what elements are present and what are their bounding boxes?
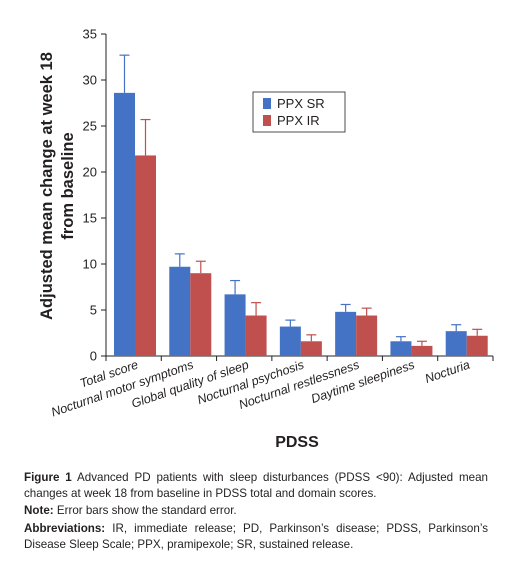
bar-ppx-ir [466, 335, 488, 356]
y-axis-title-line: from baseline [59, 132, 77, 239]
y-tick-label: 5 [90, 303, 97, 318]
y-tick-label: 25 [83, 119, 97, 134]
y-tick-label: 20 [83, 165, 97, 180]
bar-ppx-ir [300, 341, 322, 356]
bar-ppx-sr [169, 266, 191, 356]
bar-ppx-sr [445, 331, 467, 356]
y-tick-label: 0 [90, 349, 97, 364]
bar-ppx-ir [190, 273, 212, 356]
legend-swatch [263, 98, 271, 109]
x-category-label: Nocturia [423, 358, 472, 386]
y-tick-label: 30 [83, 73, 97, 88]
legend-swatch [263, 115, 271, 126]
figure-label: Figure 1 [24, 471, 72, 484]
note-text: Error bars show the standard error. [56, 504, 237, 517]
legend-label: PPX IR [277, 113, 320, 128]
y-axis-title-line: Adjusted mean change at week 18 [38, 52, 56, 320]
figure-note: Note: Error bars show the standard error… [24, 503, 488, 519]
bar-ppx-ir [135, 155, 156, 356]
bar-ppx-ir [356, 315, 378, 356]
abbreviations-text: IR, immediate release; PD, Parkinson’s d… [24, 522, 488, 551]
bar-ppx-sr [335, 311, 357, 356]
abbreviations-label: Abbreviations: [24, 522, 106, 535]
bar-ppx-ir [411, 345, 433, 356]
note-label: Note: [24, 504, 54, 517]
bar-ppx-ir [245, 315, 267, 356]
legend-label: PPX SR [277, 96, 325, 111]
bar-ppx-sr [390, 341, 412, 356]
y-tick-label: 15 [83, 211, 97, 226]
y-tick-label: 10 [83, 257, 97, 272]
x-axis-title: PDSS [275, 434, 319, 451]
figure-caption: Figure 1 Advanced PD patients with sleep… [24, 470, 488, 501]
bar-ppx-sr [279, 326, 301, 356]
y-tick-label: 35 [83, 27, 97, 42]
bar-ppx-sr [224, 294, 246, 356]
figure-caption-text: Advanced PD patients with sleep disturba… [24, 471, 488, 500]
figure-abbreviations: Abbreviations: IR, immediate release; PD… [24, 521, 488, 552]
bar-ppx-sr [114, 92, 135, 356]
